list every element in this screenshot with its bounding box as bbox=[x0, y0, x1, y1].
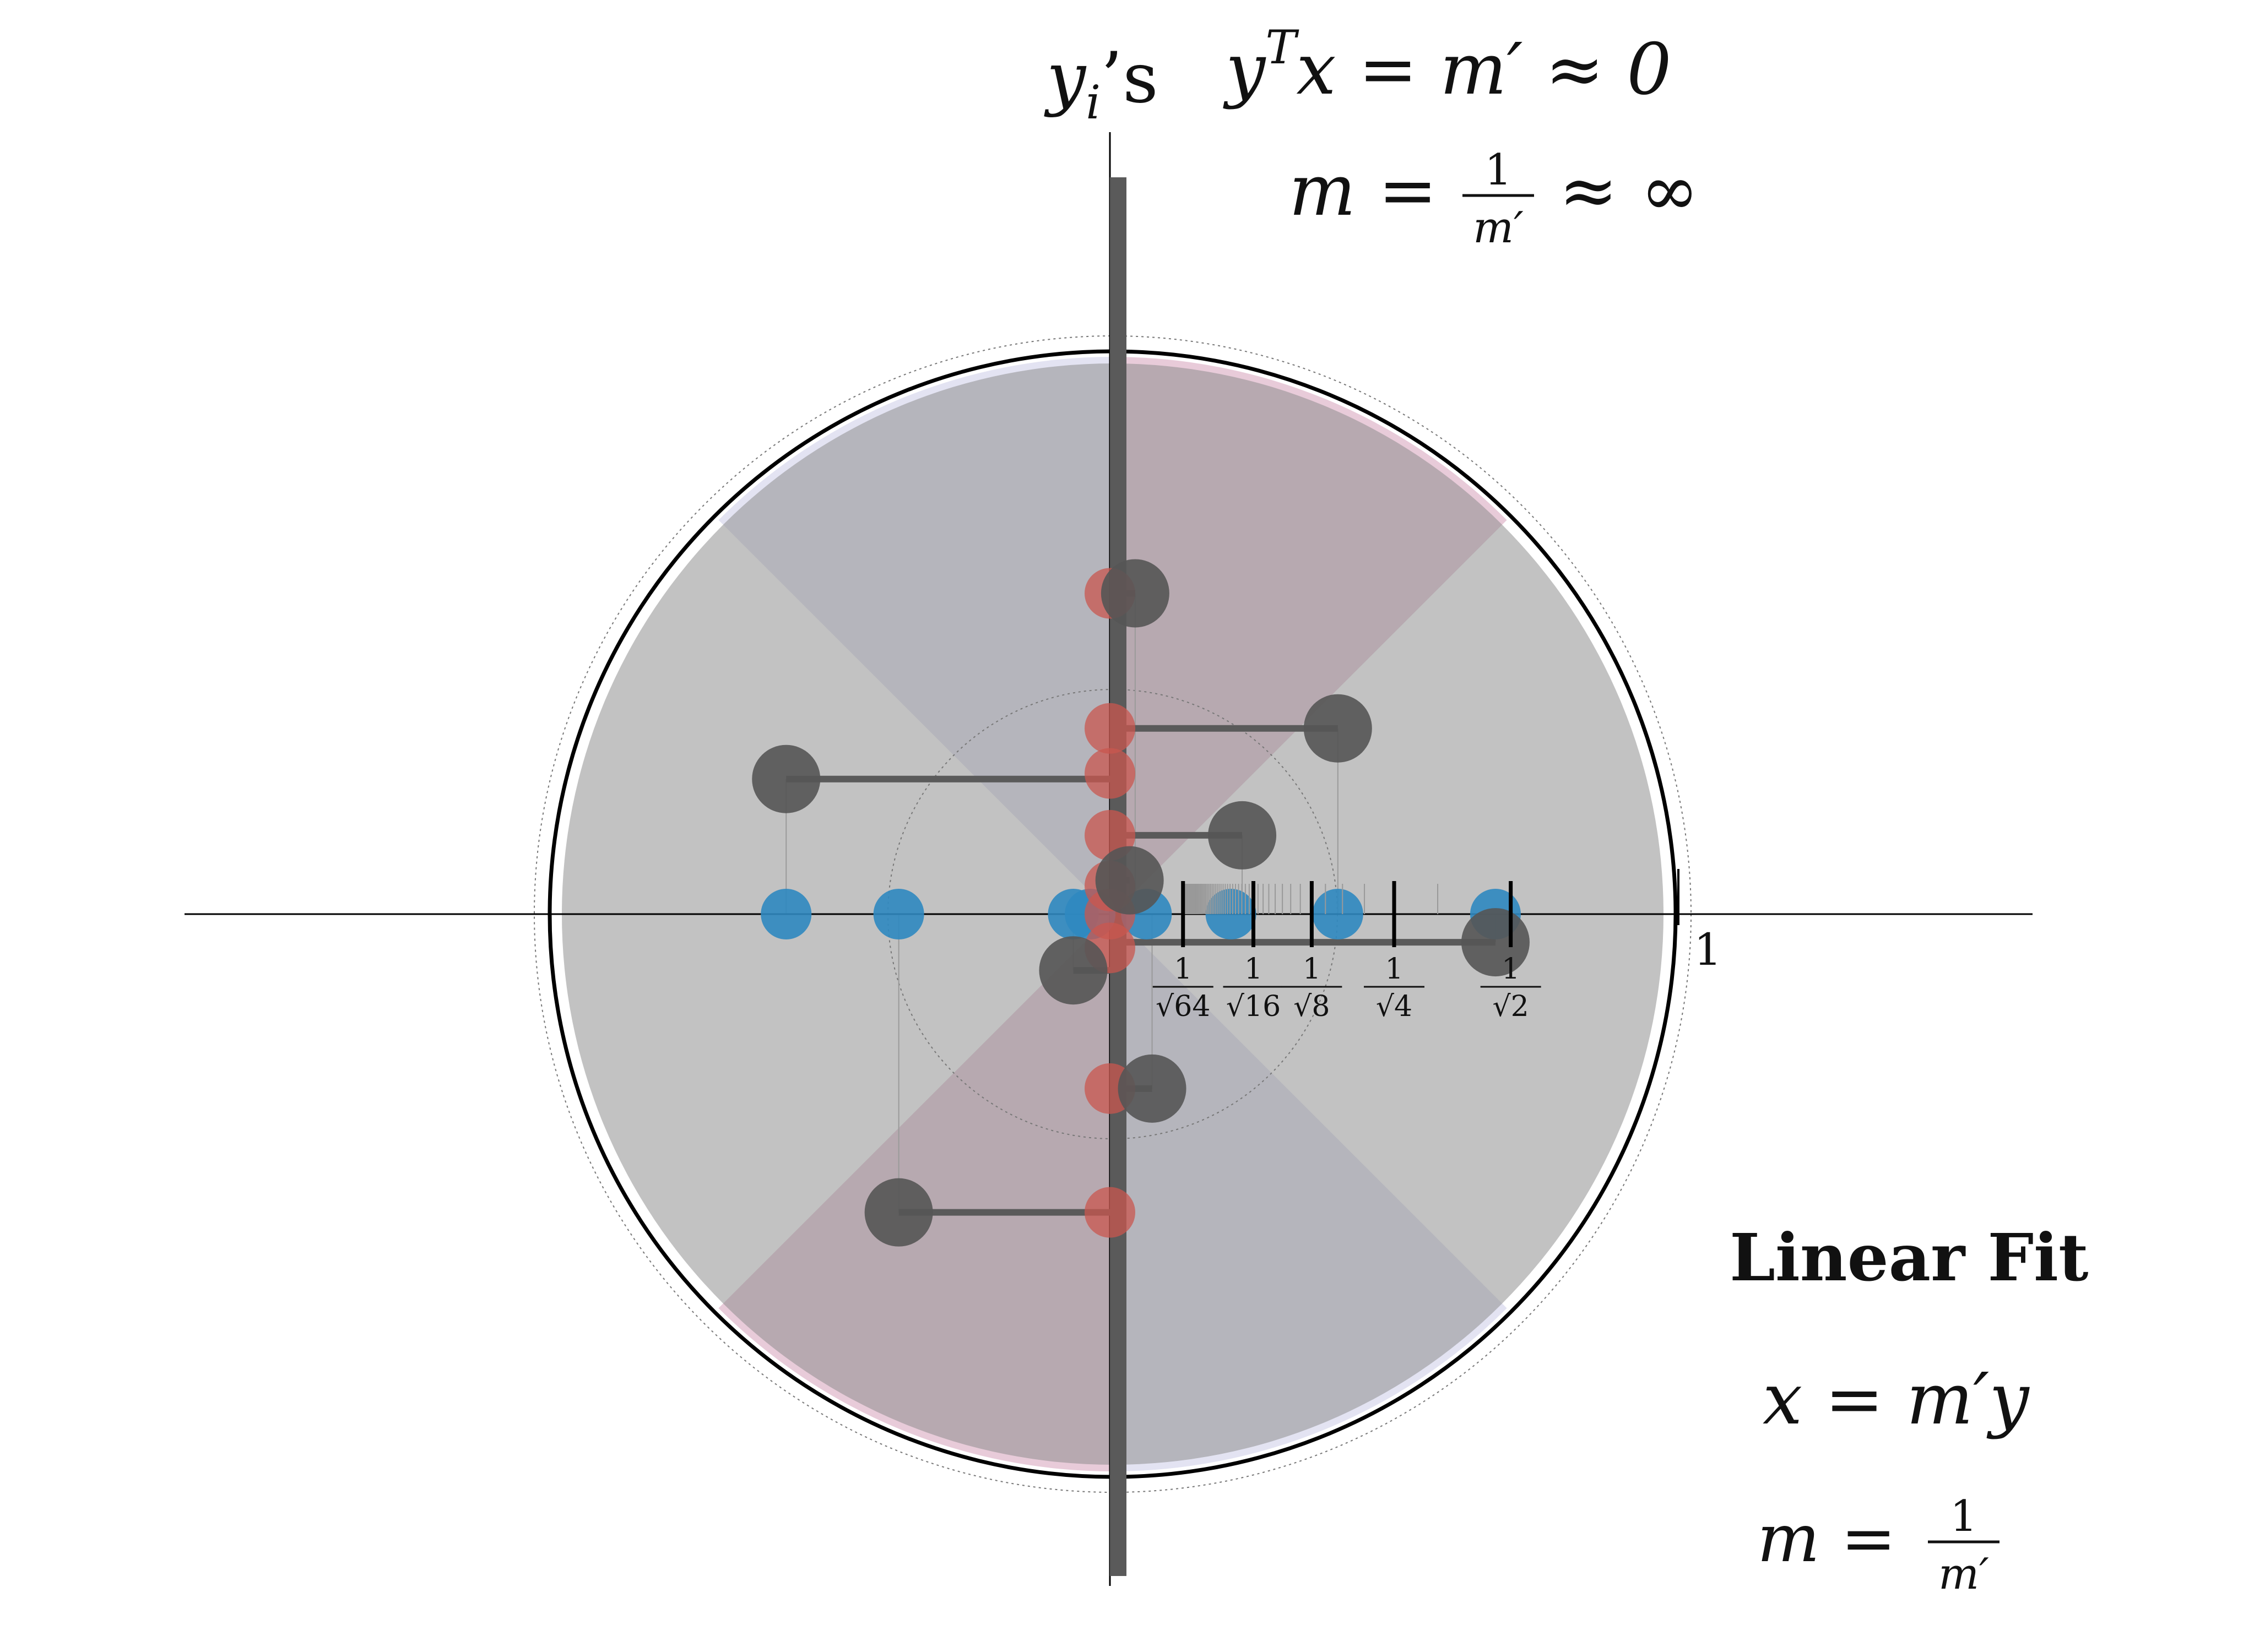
axis-label: yi’s bbox=[1044, 37, 1158, 129]
blue-point bbox=[873, 889, 924, 939]
gray-point bbox=[1118, 1054, 1186, 1123]
tick-label-numerator: 1 bbox=[1502, 953, 1520, 986]
red-point bbox=[1085, 748, 1135, 799]
svg-text:m =: m = bbox=[1757, 1501, 1896, 1577]
svg-text:1: 1 bbox=[1950, 1492, 1977, 1541]
tick-label-denominator: √16 bbox=[1226, 990, 1281, 1023]
legend-title: Linear Fit bbox=[1730, 1219, 2088, 1296]
gray-point bbox=[1303, 694, 1372, 763]
legend-equation-fit: x = m′y bbox=[1763, 1358, 2030, 1441]
gray-point bbox=[752, 745, 821, 813]
tick-label-denominator: √2 bbox=[1493, 990, 1529, 1023]
svg-text:m′: m′ bbox=[1473, 203, 1524, 253]
gray-point bbox=[1095, 846, 1164, 915]
red-point bbox=[1085, 1187, 1135, 1238]
major-ticks: 1 √64 1 √16 1 √8 1 √4 1 √2 bbox=[1152, 881, 1541, 1023]
gray-points bbox=[752, 559, 1530, 1247]
blue-point bbox=[761, 889, 812, 939]
svg-text:≈ ∞: ≈ ∞ bbox=[1559, 150, 1699, 232]
blue-point bbox=[1312, 889, 1363, 939]
equation-slope-top: m = 1 m′ ≈ ∞ bbox=[1289, 145, 1699, 253]
equation-dot-product: yTx = m′ ≈ 0 bbox=[1223, 20, 1672, 111]
unit-tick-label: 1 bbox=[1694, 924, 1722, 975]
blue-point bbox=[1205, 889, 1256, 939]
svg-text:m′: m′ bbox=[1938, 1550, 1989, 1599]
tick-label-numerator: 1 bbox=[1303, 953, 1321, 986]
gray-point bbox=[864, 1178, 933, 1247]
gray-point bbox=[1208, 801, 1277, 870]
tick-label-numerator: 1 bbox=[1174, 953, 1192, 986]
red-point bbox=[1085, 703, 1135, 754]
legend-equation-slope: m = 1 m′ bbox=[1757, 1492, 2000, 1599]
tick-label-denominator: √8 bbox=[1293, 990, 1330, 1023]
svg-text:m =: m = bbox=[1289, 150, 1437, 232]
tick-label-numerator: 1 bbox=[1244, 953, 1262, 986]
tick-label-denominator: √64 bbox=[1156, 990, 1210, 1023]
tick-label-denominator: √4 bbox=[1376, 990, 1412, 1023]
tick-label-numerator: 1 bbox=[1385, 953, 1403, 986]
svg-text:1: 1 bbox=[1484, 145, 1512, 195]
gray-point bbox=[1039, 936, 1108, 1005]
gray-point bbox=[1101, 559, 1169, 628]
